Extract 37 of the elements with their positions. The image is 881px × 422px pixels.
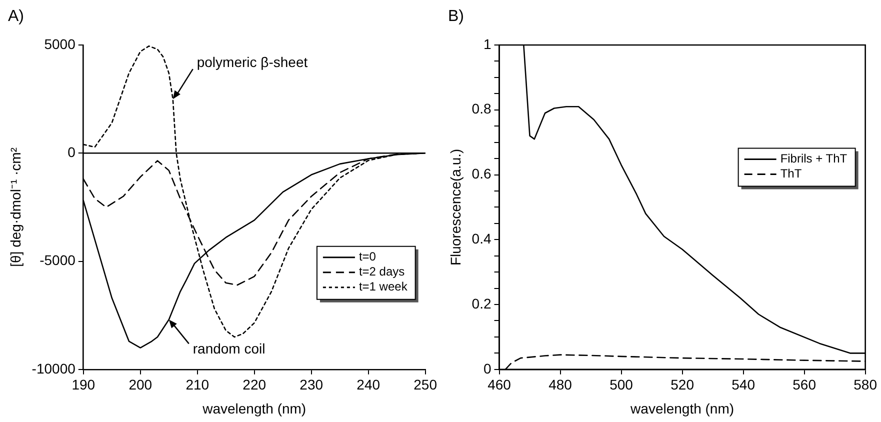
y-tick-label: -10000 [32,360,76,376]
x-tick-label: 580 [854,376,878,393]
y-tick-label: 0.4 [472,230,492,246]
y-tick-label: 5000 [44,36,76,52]
y-tick-label: 1 [483,36,492,52]
y-tick-label: 0 [68,144,76,160]
x-tick-label: 480 [548,376,572,393]
x-axis-title: wavelength (nm) [202,400,306,416]
x-tick-label: 560 [792,376,816,393]
x-tick-label: 200 [128,376,152,393]
legend-label: ThT [780,166,802,181]
annotation: random coil [192,340,266,357]
x-tick-label: 220 [242,376,266,393]
x-tick-label: 250 [414,376,438,393]
x-axis-title: wavelength (nm) [630,400,734,416]
x-tick-label: 230 [300,376,324,393]
annotation: polymeric β-sheet [196,54,308,70]
x-tick-label: 190 [72,376,96,393]
y-tick-label: -5000 [40,252,76,268]
y-tick-label: 0.8 [472,100,492,117]
legend-label: t=1 week [358,280,408,294]
legend-label: t=2 days [358,264,405,279]
y-tick-label: 0 [483,360,492,376]
legend-label: Fibrils + ThT [780,152,848,166]
y-tick-label: 0.2 [472,295,492,312]
x-tick-label: 540 [732,376,756,393]
y-axis-title: Fluorescence(a.u.) [447,148,464,266]
x-tick-label: 240 [356,376,380,393]
x-tick-label: 500 [610,376,634,393]
x-tick-label: 460 [488,376,512,393]
x-tick-label: 520 [670,376,694,393]
y-axis-title: [θ] deg·dmol⁻¹ ·cm² [7,147,24,267]
chart-title: A) [8,8,24,26]
legend-label: t=0 [358,250,376,264]
x-tick-label: 210 [186,376,210,393]
y-tick-label: 0.6 [472,166,492,182]
chart-title: B) [448,8,464,26]
